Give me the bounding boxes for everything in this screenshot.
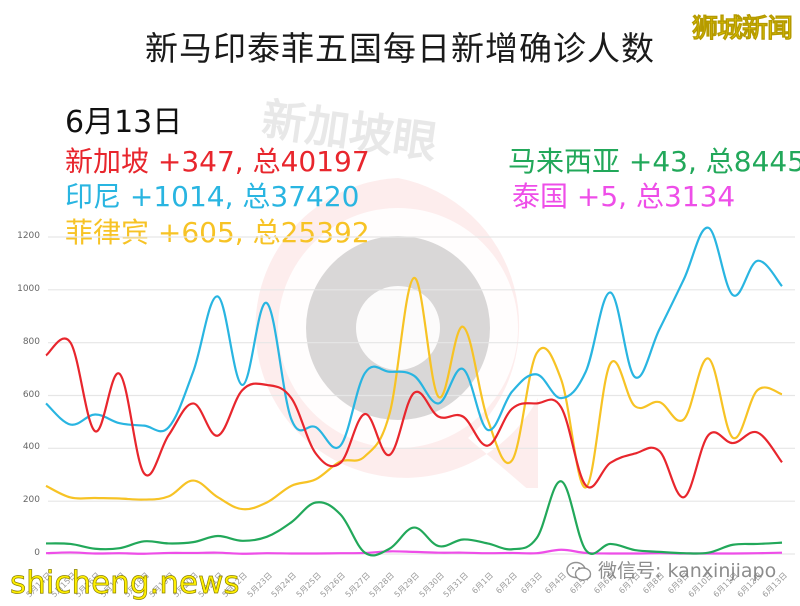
chart-title: 新马印泰菲五国每日新增确诊人数	[145, 29, 655, 68]
wechat-icon	[566, 561, 592, 581]
stat-thailand: 泰国 +5, 总3134	[512, 180, 736, 213]
y-tick-label: 1000	[17, 283, 40, 294]
y-tick-label: 1200	[17, 231, 40, 241]
series-line-0	[45, 337, 783, 499]
y-tick-label: 200	[22, 495, 40, 506]
y-tick-label: 0	[34, 548, 40, 558]
stat-philippines: 菲律宾 +605, 总25392	[65, 216, 370, 249]
wechat-id: 微信号: kanxinjiapo	[598, 560, 777, 582]
y-tick-label: 400	[22, 442, 40, 453]
date-label: 6月13日	[65, 105, 183, 140]
series-line-4	[45, 548, 783, 555]
wechat-watermark: 微信号: kanxinjiapo	[566, 556, 776, 583]
site-watermark: shicheng.news	[10, 565, 240, 602]
stat-indonesia: 印尼 +1014, 总37420	[65, 180, 360, 213]
brand-logo: 狮城新闻	[691, 14, 794, 45]
stat-malaysia: 马来西亚 +43, 总8445	[508, 145, 800, 178]
series-line-2	[45, 276, 783, 511]
series-line-3	[45, 480, 783, 557]
series-line-1	[45, 226, 783, 449]
watermark-logo-icon	[255, 178, 538, 488]
stat-singapore: 新加坡 +347, 总40197	[65, 145, 370, 178]
y-tick-label: 600	[22, 389, 40, 400]
y-tick-label: 800	[22, 336, 40, 347]
